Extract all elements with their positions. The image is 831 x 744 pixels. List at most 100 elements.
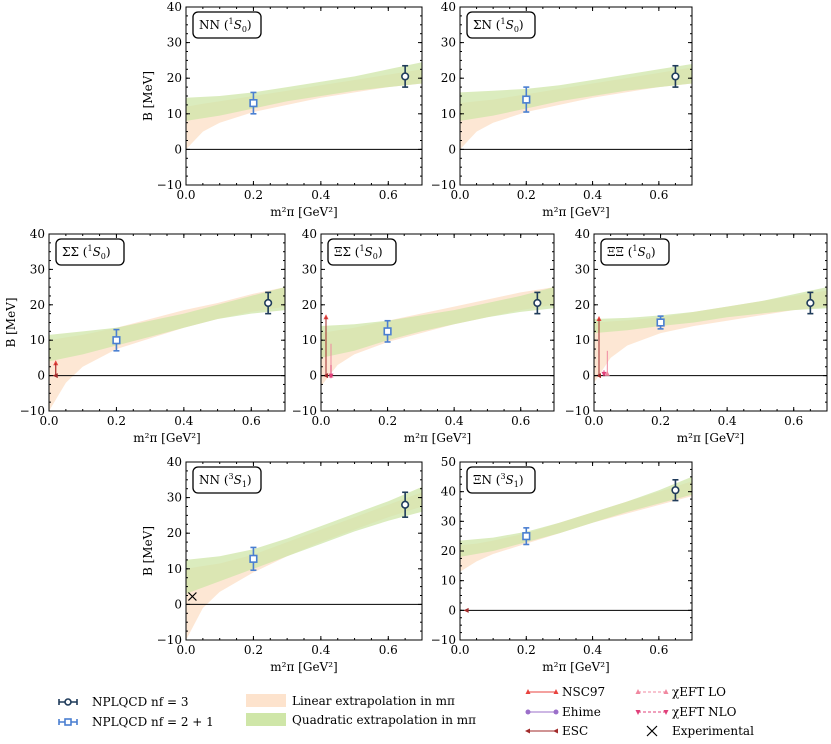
legend-nsc97-label: NSC97	[562, 685, 605, 699]
nplqcd-nf21-point-marker	[112, 336, 121, 345]
y-tick-label: 40	[167, 455, 182, 469]
x-axis-label: m²π [GeV²]	[542, 660, 609, 674]
nplqcd-nf21-point-marker	[522, 532, 531, 541]
legend-linear-label: Linear extrapolation in mπ	[292, 694, 455, 708]
panel-title-box	[192, 466, 262, 494]
quadratic-extrapolation-band	[460, 64, 692, 121]
y-tick-label: 0	[309, 369, 317, 383]
y-tick-label: 20	[575, 298, 590, 312]
y-tick-label: 20	[441, 71, 456, 85]
panel-title-text: ΣN (1S0)	[473, 17, 524, 34]
x-tick-label: 0.6	[649, 188, 668, 202]
y-tick-label: 20	[302, 298, 317, 312]
esc-marker-group	[52, 363, 58, 379]
x-tick-label: 0.4	[174, 414, 193, 428]
panel-p5: 0.0 0.2 0.4 0.6 −10 0 10 20 30 40 m²π [GeV²] ΞΞ (1S…	[565, 227, 828, 445]
nplqcd-nf21-point-marker	[383, 327, 392, 336]
panel-p6: 0.0 0.2 0.4 0.6 −10 0 10 20 30 40 m²π [GeV²] B [MeV…	[141, 455, 423, 674]
y-axis-label: B [MeV]	[4, 297, 18, 347]
nplqcd-nf3-point-marker	[401, 500, 410, 509]
nplqcd-nf3-point-marker	[401, 72, 410, 81]
y-tick-label: 10	[302, 333, 317, 347]
x-axis-label: m²π [GeV²]	[133, 431, 200, 445]
legend-nf3-symbol-marker	[64, 698, 72, 706]
y-tick-label: 30	[30, 262, 45, 276]
x-tick-label: 0.2	[378, 414, 397, 428]
panel-title: ΞΣ (1S0)	[327, 238, 397, 266]
y-axis-label: B [MeV]	[141, 526, 155, 576]
x-tick-label: 0.6	[379, 643, 398, 657]
legend-nf21-symbol	[58, 718, 78, 726]
y-tick-label: −10	[431, 633, 456, 647]
esc-marker	[553, 728, 558, 734]
legend-quadratic-swatch	[246, 713, 286, 726]
y-tick-label: 20	[167, 71, 182, 85]
x-tick-label: 0.4	[311, 643, 330, 657]
x-tick-label: 0.0	[311, 414, 330, 428]
panel-title-box	[466, 466, 536, 494]
y-tick-label: 0	[448, 603, 456, 617]
ehime-marker	[553, 709, 559, 715]
y-tick-label: 10	[167, 107, 182, 121]
xeft_nlo-marker-group	[328, 364, 334, 379]
panel-title-box	[55, 238, 125, 266]
x-tick-label: 0.0	[450, 643, 469, 657]
plot-area	[186, 62, 422, 150]
xeft_lo-marker	[635, 689, 641, 694]
nplqcd-nf21-point	[656, 315, 665, 330]
panel-title-text: NN (1S0)	[199, 17, 252, 34]
y-tick-label: 30	[167, 491, 182, 505]
y-tick-label: 30	[441, 36, 456, 50]
panel-title: ΞN (3S1)	[466, 466, 536, 494]
quadratic-extrapolation-band	[594, 287, 827, 334]
plot-area	[460, 64, 692, 150]
legend-nf21-symbol-marker	[64, 718, 72, 726]
nplqcd-nf21-point	[249, 91, 258, 115]
x-axis-label: m²π [GeV²]	[542, 205, 609, 219]
legend-esc-label: ESC	[562, 724, 588, 738]
xeft_nlo-marker-group	[601, 370, 607, 377]
y-tick-label: 30	[441, 514, 456, 528]
nplqcd-nf21-point-marker	[249, 99, 258, 108]
legend-ehime-label: Ehime	[562, 705, 601, 719]
legend-nf3-symbol	[58, 698, 78, 706]
xeft_nlo-marker	[663, 710, 669, 715]
xeft_lo-marker	[604, 370, 610, 376]
legend-experimental-symbol	[646, 725, 658, 737]
legend-xeft-nlo-label: χEFT NLO	[672, 705, 737, 719]
x-tick-label: 0.6	[511, 414, 530, 428]
panel-title-text: ΞN (3S1)	[473, 472, 524, 489]
x-axis-label: m²π [GeV²]	[404, 431, 471, 445]
y-tick-label: −10	[20, 404, 45, 418]
x-tick-label: 0.4	[311, 188, 330, 202]
x-tick-label: 0.0	[450, 188, 469, 202]
plot-area	[186, 486, 422, 640]
esc-marker-group	[595, 318, 601, 379]
quadratic-extrapolation-band	[49, 287, 285, 362]
legend-quadratic-label: Quadratic extrapolation in mπ	[292, 713, 476, 727]
x-tick-label: 0.2	[107, 414, 126, 428]
nplqcd-nf3-point	[401, 64, 410, 88]
esc-marker	[52, 373, 58, 379]
x-tick-label: 0.0	[176, 188, 195, 202]
y-tick-label: 30	[167, 36, 182, 50]
nplqcd-nf3-point-marker	[533, 298, 542, 308]
nplqcd-nf3-point	[264, 291, 273, 315]
esc-marker	[463, 607, 469, 613]
panel-title: ΞΞ (1S0)	[600, 238, 670, 266]
panel-title-text: ΞΣ (1S0)	[334, 244, 383, 261]
panel-p1: 0.0 0.2 0.4 0.6 −10 0 10 20 30 40 m²π [GeV²] B [MeV…	[141, 0, 423, 219]
y-tick-label: 0	[582, 369, 590, 383]
y-tick-label: 40	[441, 485, 456, 499]
x-tick-label: 0.2	[517, 188, 536, 202]
ehime-marker	[525, 709, 531, 715]
nplqcd-nf21-point-marker	[522, 95, 531, 104]
panel-title: NN (1S0)	[192, 11, 262, 39]
esc-marker	[525, 728, 530, 734]
x-tick-label: 0.4	[583, 188, 602, 202]
x-tick-label: 0.0	[584, 414, 603, 428]
y-tick-label: 40	[441, 0, 456, 14]
panel-p2: 0.0 0.2 0.4 0.6 −10 0 10 20 30 40 m²π [GeV²] ΣN (1S…	[431, 0, 693, 219]
y-axis-label: B [MeV]	[141, 71, 155, 121]
